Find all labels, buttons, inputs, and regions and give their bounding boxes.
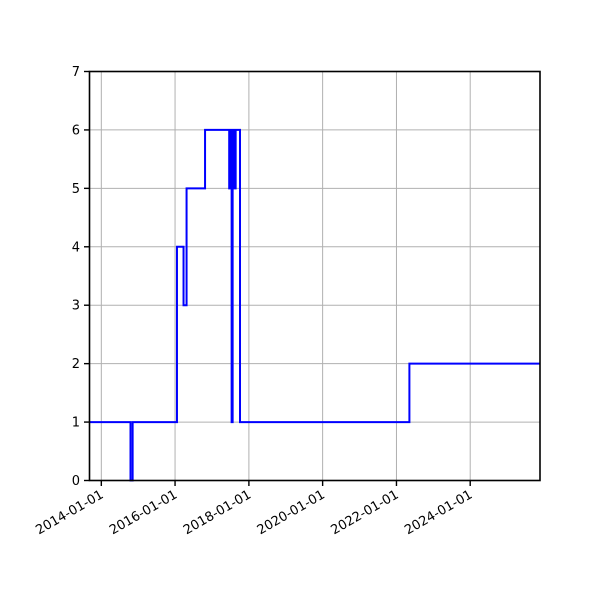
y-axis-tick-label: 5 bbox=[72, 182, 80, 197]
y-axis-tick-label: 7 bbox=[72, 65, 80, 80]
y-axis-tick-label: 3 bbox=[72, 299, 80, 314]
axis-ticks bbox=[84, 70, 471, 486]
y-axis-tick-label: 6 bbox=[72, 123, 80, 138]
y-axis-tick-label: 4 bbox=[72, 240, 80, 255]
plot-border bbox=[88, 70, 541, 482]
y-axis-tick-label: 0 bbox=[72, 474, 80, 489]
y-axis-tick-label: 1 bbox=[72, 416, 80, 431]
y-axis-tick-label: 2 bbox=[72, 357, 80, 372]
data-series-line bbox=[89, 128, 540, 482]
